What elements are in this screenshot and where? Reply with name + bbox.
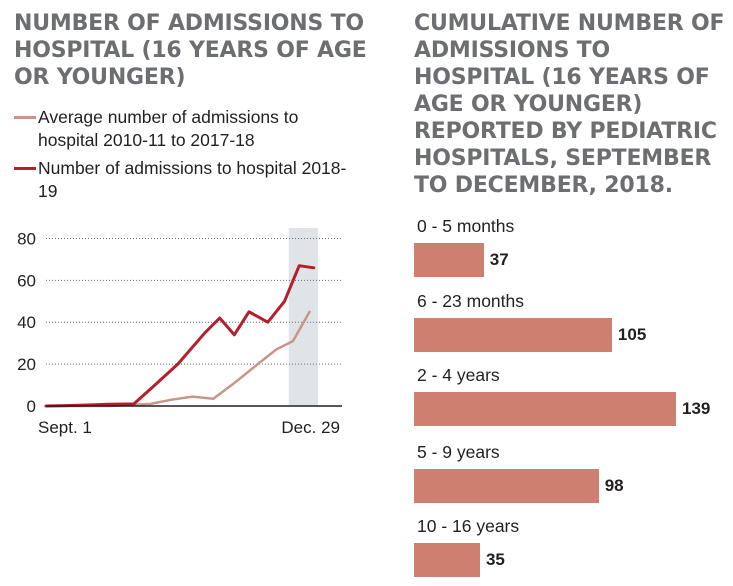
x-tick-label-start: Sept. 1 [38,418,92,437]
bar-value-label: 37 [489,250,509,269]
y-tick-label-40: 40 [17,313,36,332]
bar-category-label: 10 - 16 years [417,516,520,536]
bar [414,543,480,577]
highlight-band [288,228,318,406]
legend-current-swatch [14,167,36,170]
bar [414,243,484,277]
left-chart-title: NUMBER OF ADMISSIONS TO HOSPITAL (16 YEA… [14,11,367,90]
line-current-series [44,264,316,408]
bar-category-label: 5 - 9 years [417,442,500,462]
legend-average-label: Average number of admissions to hospital… [38,107,299,150]
bar-value-label: 105 [617,325,647,344]
bar-value-label: 139 [682,399,711,418]
y-tick-label-20: 20 [17,355,36,374]
legend-average-swatch [14,116,36,119]
bar [414,469,599,503]
bar-value-label: 35 [485,550,505,569]
bar [414,392,676,426]
bar-category-label: 2 - 4 years [417,365,500,385]
x-tick-label-end: Dec. 29 [281,418,340,437]
y-tick-label-60: 60 [17,271,36,290]
y-tick-label-80: 80 [17,229,36,248]
bar-category-label: 6 - 23 months [417,291,524,311]
bar-category-label: 0 - 5 months [417,216,515,236]
legend-current-label: Number of admissions to hospital 2018-19 [38,158,347,201]
bar [414,318,612,352]
y-tick-label-0: 0 [27,397,36,416]
line-average-series [44,310,311,408]
bar-value-label: 98 [604,476,624,495]
right-chart-title: CUMULATIVE NUMBER OF ADMISSIONS TO HOSPI… [414,11,725,198]
